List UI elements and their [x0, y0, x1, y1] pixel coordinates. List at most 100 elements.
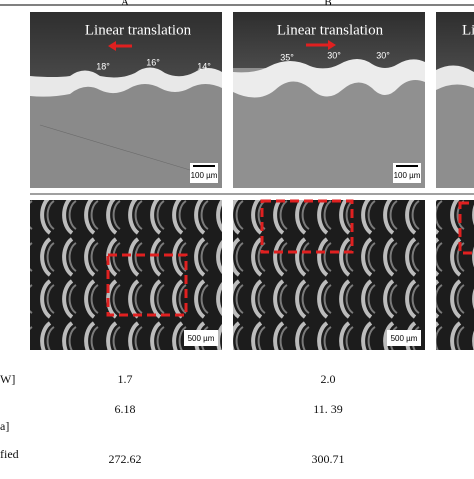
angle: 30°	[376, 50, 390, 60]
col-label: B	[324, 0, 331, 9]
scale-arc	[200, 284, 209, 314]
scale-arc	[200, 242, 209, 272]
scale-box	[387, 330, 421, 346]
scale-arc	[405, 200, 417, 235]
scale-arc	[106, 200, 118, 235]
scale-arc	[20, 239, 28, 275]
scale-pattern	[436, 200, 474, 350]
scale-arc	[429, 323, 437, 359]
scale-arc	[383, 279, 395, 319]
scale-arc	[112, 242, 121, 272]
scale-arc	[20, 281, 28, 317]
scale-arc	[389, 200, 398, 230]
scale-arc	[295, 321, 307, 350]
scale-arc	[62, 200, 74, 235]
scale-arc	[156, 284, 165, 314]
scale-arc	[224, 201, 230, 229]
scale-arc	[339, 321, 351, 350]
scale-arc	[134, 326, 143, 350]
scale-arc	[405, 279, 417, 319]
scale-arc	[112, 200, 121, 230]
scale-arc	[279, 200, 288, 230]
scale-arc	[257, 326, 266, 350]
scale-arc	[216, 281, 222, 317]
scale-arc	[339, 279, 351, 319]
scale-arc	[216, 200, 222, 233]
col-label: A	[121, 0, 129, 9]
table: W] 1.7 2.0 a] 6.18 11. 39 fied 272.62 300.71	[0, 372, 345, 466]
scale-arc	[235, 284, 244, 314]
angle: 14°	[197, 61, 211, 71]
scale-arc	[233, 321, 241, 350]
scale-arc	[194, 279, 206, 319]
scale-arc	[317, 321, 329, 350]
scale-arc	[235, 242, 244, 272]
scale-arc	[128, 237, 140, 277]
scale-arc	[317, 279, 329, 319]
scale-arc	[295, 237, 307, 277]
scale-arc	[279, 284, 288, 314]
scale-arc	[224, 243, 230, 271]
scale-arc	[224, 327, 230, 355]
scale-pattern	[20, 200, 230, 359]
scale-arc	[317, 237, 329, 277]
scale-arc	[450, 200, 462, 235]
scale-arc	[251, 279, 263, 319]
scale-arc	[323, 284, 332, 314]
caption: Linear translation	[277, 22, 384, 38]
scale-arc	[450, 237, 462, 277]
scale-arc	[84, 200, 96, 235]
scale-arc	[383, 200, 395, 235]
scale-arc	[251, 237, 263, 277]
row-label: fied	[0, 447, 19, 461]
micrograph	[436, 12, 474, 188]
highlight-box	[260, 199, 354, 254]
scale-arc	[411, 200, 420, 230]
scale-arc	[429, 197, 437, 233]
highlight-box	[106, 253, 188, 317]
scale-arc	[411, 284, 420, 314]
scale-arc	[128, 200, 140, 235]
scale-arc	[456, 326, 465, 350]
scale-arc	[84, 321, 96, 350]
scale-arc	[40, 321, 52, 350]
scale-arc	[150, 237, 162, 277]
scale-arc	[233, 200, 241, 235]
cell: 300.71	[312, 452, 345, 466]
scale-arc	[62, 279, 74, 319]
scale-arc	[178, 200, 187, 230]
micrograph	[233, 12, 425, 188]
scale-arc	[339, 200, 351, 235]
scale-arc	[436, 200, 443, 230]
scale-arc	[279, 326, 288, 350]
micrograph-scales	[20, 197, 474, 359]
scale-arc	[301, 326, 310, 350]
scale-arc	[436, 242, 443, 272]
background	[30, 200, 222, 350]
scale-arc	[301, 200, 310, 230]
scale-arc	[150, 321, 162, 350]
scale-arc	[317, 200, 329, 235]
scale-arc	[361, 321, 373, 350]
scale-arc	[156, 242, 165, 272]
scale-arc	[450, 279, 462, 319]
scale-arc	[90, 242, 99, 272]
scale-arc	[224, 285, 230, 313]
scale-arc	[150, 279, 162, 319]
scale-arc	[172, 237, 184, 277]
scale-arc	[178, 326, 187, 350]
angle: 18°	[96, 61, 110, 71]
scale-arc	[84, 279, 96, 319]
scale-arc	[216, 323, 222, 350]
scale-arc	[156, 326, 165, 350]
scale-arc	[40, 200, 52, 235]
scale-label: 500 µm	[391, 334, 418, 343]
scale-arc	[20, 323, 28, 359]
scale-arc	[383, 321, 395, 350]
scale-arc	[216, 239, 222, 275]
scale-arc	[90, 326, 99, 350]
scale-arc	[46, 200, 55, 230]
scale-arc	[40, 279, 52, 319]
